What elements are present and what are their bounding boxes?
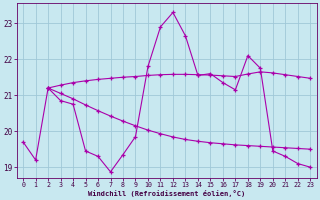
X-axis label: Windchill (Refroidissement éolien,°C): Windchill (Refroidissement éolien,°C) [88, 190, 245, 197]
